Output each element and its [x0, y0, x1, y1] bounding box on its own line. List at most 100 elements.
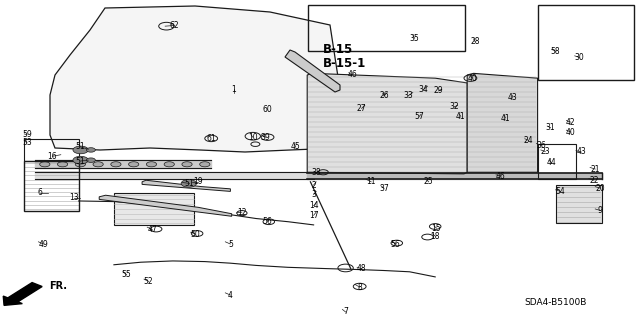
Polygon shape — [467, 73, 538, 172]
Text: 27: 27 — [356, 104, 367, 113]
Circle shape — [73, 146, 88, 154]
Text: 10: 10 — [248, 133, 258, 142]
Text: 50: 50 — [190, 230, 200, 239]
Text: 1: 1 — [231, 85, 236, 94]
Circle shape — [40, 162, 50, 167]
Text: 47: 47 — [147, 225, 157, 234]
Text: 8: 8 — [357, 283, 362, 292]
Text: 40: 40 — [566, 128, 576, 137]
Text: 33: 33 — [403, 91, 413, 100]
Text: 9: 9 — [598, 206, 603, 215]
Text: 30: 30 — [574, 53, 584, 62]
Text: 51: 51 — [75, 142, 85, 151]
Text: 56: 56 — [262, 217, 273, 226]
Text: 23: 23 — [540, 147, 550, 156]
Polygon shape — [307, 73, 467, 174]
Text: 28: 28 — [470, 37, 479, 46]
Text: 20: 20 — [595, 184, 605, 193]
Text: 21: 21 — [591, 165, 600, 174]
Polygon shape — [50, 6, 340, 152]
Text: 62: 62 — [169, 21, 179, 30]
Text: 39: 39 — [260, 133, 271, 142]
Text: 5: 5 — [228, 240, 233, 249]
Text: 60: 60 — [262, 105, 273, 114]
Text: 41: 41 — [500, 114, 511, 122]
Text: 24: 24 — [524, 136, 534, 145]
Bar — [114, 193, 194, 225]
Text: 57: 57 — [414, 112, 424, 121]
Text: B-15-1: B-15-1 — [323, 57, 367, 70]
Circle shape — [182, 162, 192, 167]
Text: 35: 35 — [410, 34, 420, 43]
Text: 43: 43 — [576, 147, 586, 156]
Text: 6: 6 — [37, 189, 42, 197]
Circle shape — [86, 148, 95, 152]
Bar — [24, 161, 79, 211]
Circle shape — [73, 156, 88, 164]
Text: 32: 32 — [449, 102, 460, 111]
Text: 12: 12 — [237, 208, 246, 217]
Text: 16: 16 — [47, 152, 58, 161]
Text: 36: 36 — [536, 141, 546, 150]
Text: 54: 54 — [556, 187, 566, 196]
Text: 31: 31 — [545, 123, 556, 132]
Text: 13: 13 — [68, 193, 79, 202]
Text: 17: 17 — [308, 211, 319, 220]
Text: SDA4-B5100B: SDA4-B5100B — [525, 298, 587, 307]
Text: 41: 41 — [456, 112, 466, 121]
Text: 11: 11 — [367, 177, 376, 186]
Text: 7: 7 — [343, 308, 348, 316]
Text: 45: 45 — [291, 142, 301, 151]
Bar — [538, 144, 576, 179]
Text: 48: 48 — [356, 264, 367, 273]
Text: 59: 59 — [22, 130, 32, 139]
Text: 46: 46 — [347, 70, 357, 79]
Circle shape — [129, 162, 139, 167]
Polygon shape — [99, 195, 232, 216]
Circle shape — [181, 180, 196, 187]
Text: 53: 53 — [22, 138, 32, 147]
Text: 40: 40 — [467, 74, 477, 83]
Bar — [556, 185, 602, 223]
Text: 58: 58 — [550, 47, 561, 56]
Text: 22: 22 — [589, 176, 598, 185]
Circle shape — [111, 162, 121, 167]
Text: 38: 38 — [311, 168, 321, 177]
Polygon shape — [285, 50, 340, 92]
Text: 19: 19 — [193, 177, 204, 186]
Text: 61: 61 — [206, 134, 216, 143]
Text: 34: 34 — [419, 85, 429, 94]
Text: 51: 51 — [184, 179, 195, 188]
Text: 44: 44 — [547, 158, 557, 167]
Circle shape — [164, 162, 174, 167]
Circle shape — [147, 162, 157, 167]
Text: 2: 2 — [311, 181, 316, 189]
Bar — [24, 139, 79, 161]
Text: 46: 46 — [495, 172, 506, 181]
Circle shape — [200, 162, 210, 167]
Text: 15: 15 — [431, 224, 442, 233]
Bar — [308, 5, 465, 51]
Text: 29: 29 — [433, 86, 444, 95]
Text: 43: 43 — [507, 93, 517, 102]
Circle shape — [76, 162, 86, 167]
Text: 26: 26 — [379, 91, 389, 100]
Text: 14: 14 — [308, 201, 319, 210]
Text: 55: 55 — [122, 271, 132, 279]
Text: 25: 25 — [424, 177, 434, 186]
Text: 3: 3 — [311, 190, 316, 199]
Circle shape — [93, 162, 103, 167]
Circle shape — [86, 158, 95, 162]
Text: 52: 52 — [143, 277, 154, 286]
Text: 51: 51 — [75, 157, 85, 166]
Text: 4: 4 — [228, 291, 233, 300]
Text: 37: 37 — [379, 184, 389, 193]
Text: FR.: FR. — [49, 281, 67, 291]
FancyArrow shape — [3, 283, 42, 305]
Polygon shape — [142, 180, 230, 191]
Text: 49: 49 — [38, 240, 49, 249]
Text: 42: 42 — [566, 118, 576, 127]
Circle shape — [58, 162, 68, 167]
Bar — [538, 5, 634, 80]
Text: 18: 18 — [431, 232, 440, 241]
